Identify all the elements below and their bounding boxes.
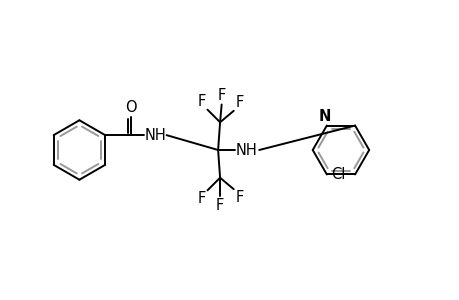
Text: F: F xyxy=(197,94,205,109)
Text: O: O xyxy=(125,100,136,115)
Text: N: N xyxy=(318,109,330,124)
Text: Cl: Cl xyxy=(330,167,344,182)
Text: NH: NH xyxy=(144,128,166,142)
Text: F: F xyxy=(197,191,205,206)
Text: F: F xyxy=(235,190,243,205)
Text: NH: NH xyxy=(235,142,257,158)
Text: F: F xyxy=(217,88,225,103)
Text: F: F xyxy=(215,198,224,213)
Text: F: F xyxy=(235,95,243,110)
